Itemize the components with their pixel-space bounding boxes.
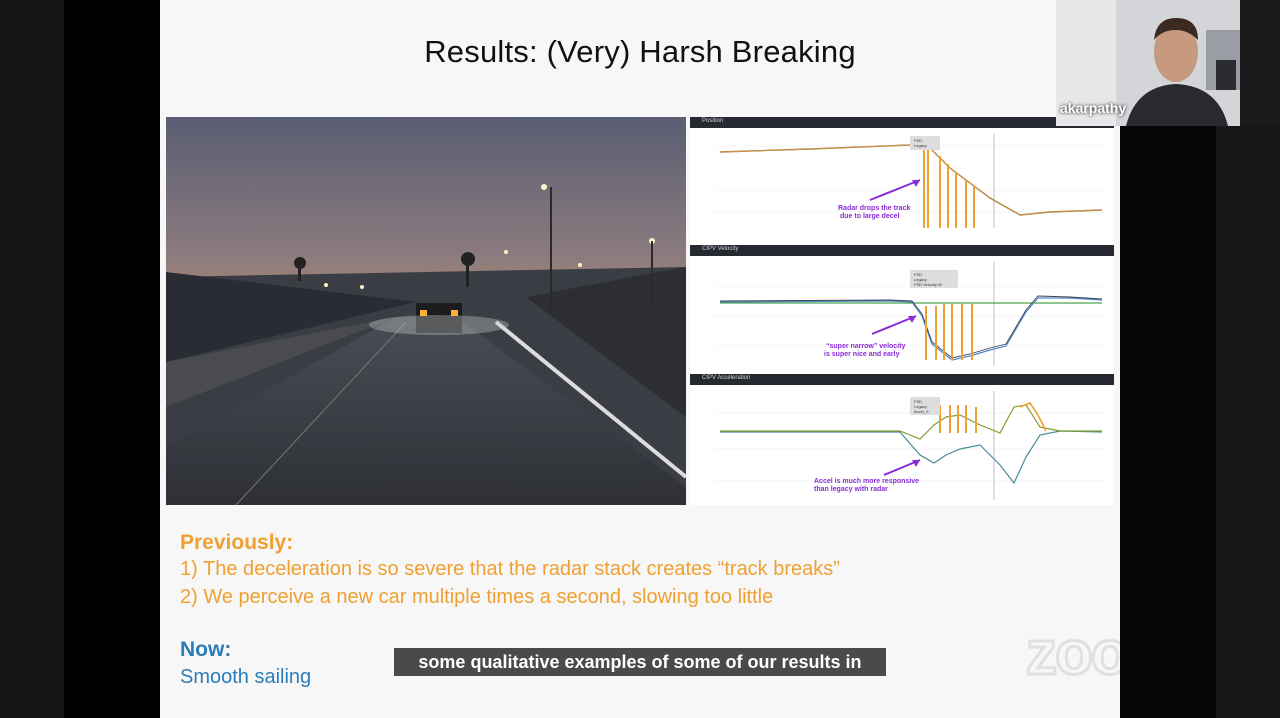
chart-panel-acceleration: CIPV Acceleration FSD Legacy Accel_X <box>690 374 1114 500</box>
legend-label: Legacy <box>914 277 927 282</box>
chart-annotation: than legacy with radar <box>814 486 888 493</box>
legend-label: Accel_X <box>914 409 929 414</box>
chart-annotation: “super narrow” velocity <box>826 343 905 350</box>
right-edge <box>1216 126 1280 718</box>
legend-label: FSD <box>914 399 922 404</box>
legend-label: FSD Velocity W <box>914 282 942 287</box>
slide-title: Results: (Very) Harsh Breaking <box>424 34 856 69</box>
chart-annotation: due to large decel <box>840 213 900 220</box>
dashcam-image <box>166 117 686 505</box>
right-top-bar <box>1240 0 1280 126</box>
panel-title: CIPV Velocity <box>702 246 739 252</box>
now-heading: Now: <box>180 638 232 661</box>
chart-annotation: is super nice and early <box>824 351 900 358</box>
panel-title: Position <box>702 118 724 124</box>
telemetry-charts: Position FSD Legacy <box>690 117 1114 505</box>
panel-title: CIPV Acceleration <box>702 375 751 381</box>
chart-panel-position: Position FSD Legacy <box>690 117 1114 243</box>
legend-label: Legacy <box>914 143 927 148</box>
chart-annotation: Accel is much more responsive <box>814 478 919 485</box>
previously-item-2: 2) We perceive a new car multiple times … <box>180 586 774 608</box>
shared-slide: Results: (Very) Harsh Breaking <box>160 0 1120 718</box>
left-margin <box>0 0 64 718</box>
panel-header: Position <box>690 117 1114 128</box>
chart-panel-velocity: CIPV Velocity FSD Legacy FSD Velocity <box>690 245 1114 371</box>
participant-video[interactable]: akarpathy <box>1056 0 1240 126</box>
previously-item-1: 1) The deceleration is so severe that th… <box>180 558 840 580</box>
panel-header: CIPV Acceleration <box>690 374 1114 385</box>
legend-label: FSD <box>914 272 922 277</box>
panel-header: CIPV Velocity <box>690 245 1114 256</box>
previously-heading: Previously: <box>180 531 294 554</box>
right-gutter <box>1120 126 1216 718</box>
now-text: Smooth sailing <box>180 666 312 688</box>
chart-annotation: Radar drops the track <box>838 205 910 212</box>
legend-label: FSD <box>914 138 922 143</box>
participant-name: akarpathy <box>1060 100 1127 116</box>
live-caption: some qualitative examples of some of our… <box>394 648 886 676</box>
legend-label: Legacy <box>914 404 927 409</box>
